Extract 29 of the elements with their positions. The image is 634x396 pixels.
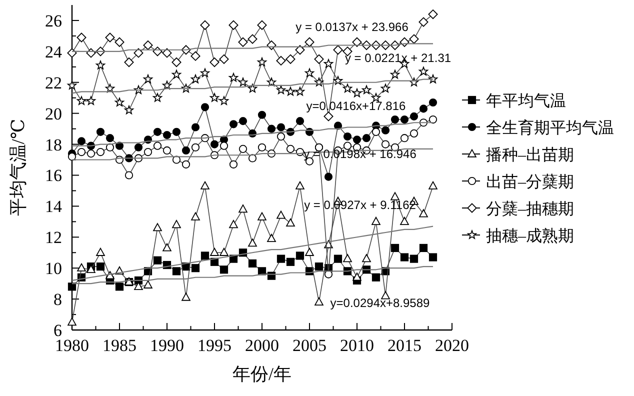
legend-label: 分蘖–抽穗期 — [486, 200, 574, 218]
x-axis-title: 年份/年 — [232, 364, 292, 384]
y-tick-label: 20 — [45, 104, 62, 124]
y-axis-title: 平均气温/℃ — [8, 118, 28, 216]
legend-label: 抽穗–成熟期 — [486, 227, 574, 245]
y-tick-label: 16 — [45, 166, 62, 186]
y-tick-label: 8 — [54, 290, 62, 310]
legend-label: 年平均气温 — [486, 93, 566, 110]
annotation: y=0.0294x+8.9589 — [330, 296, 430, 310]
x-tick-label: 1990 — [150, 336, 184, 355]
x-tick-label: 1995 — [198, 336, 232, 355]
y-tick-label: 14 — [45, 197, 62, 216]
y-tick-label: 10 — [45, 259, 62, 278]
y-tick-label: 18 — [45, 135, 62, 154]
x-tick-label: 1985 — [102, 336, 136, 355]
legend-label: 出苗–分蘖期 — [486, 173, 574, 191]
y-tick-label: 24 — [45, 42, 62, 62]
annotation: y = 0.0221x + 21.31 — [344, 51, 452, 65]
annotation: y = 0.0137x + 23.966 — [296, 20, 409, 34]
x-tick-label: 2020 — [435, 336, 469, 355]
y-tick-label: 26 — [45, 11, 62, 30]
x-tick-label: 2005 — [292, 336, 326, 355]
legend-label: 播种–出苗期 — [486, 146, 574, 164]
y-tick-label: 22 — [45, 73, 62, 92]
x-tick-label: 2010 — [340, 336, 374, 355]
x-tick-label: 2015 — [388, 336, 422, 355]
x-tick-label: 2000 — [245, 336, 279, 355]
y-tick-label: 12 — [45, 228, 62, 248]
legend-label: 全生育期平均气温 — [486, 119, 614, 137]
